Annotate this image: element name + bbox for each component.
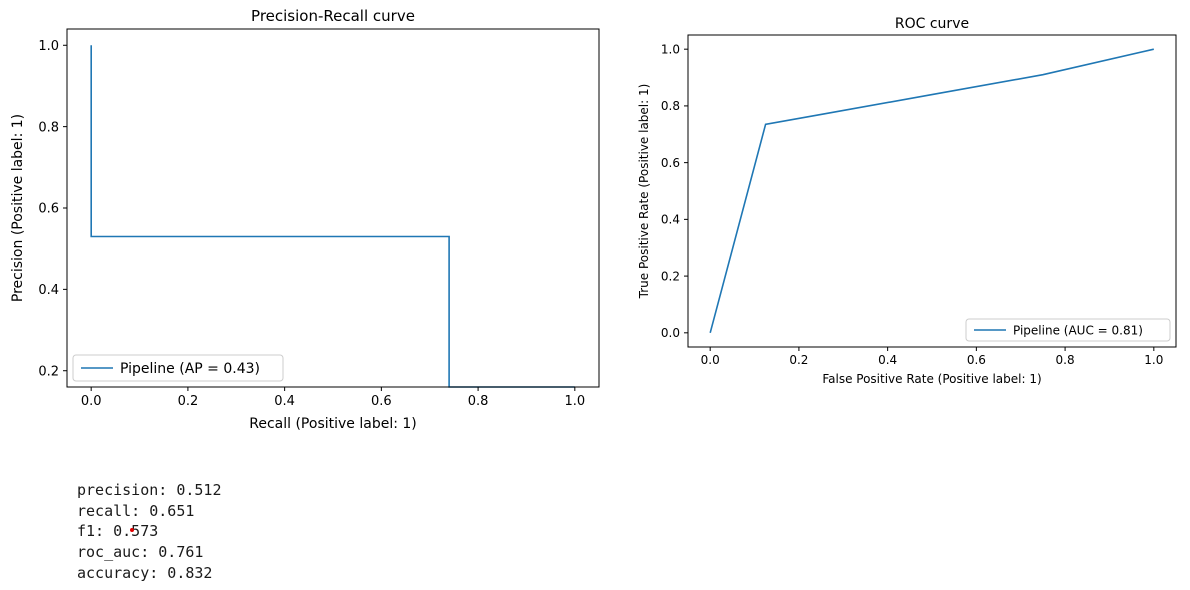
roc-x-tick-label: 0.6: [967, 353, 986, 367]
roc-y-tick-label: 1.0: [661, 43, 680, 57]
pr-y-tick-label: 0.6: [38, 202, 59, 217]
metric-roc-auc: roc_auc: 0.761: [77, 543, 204, 562]
pr-x-tick-label: 0.0: [81, 394, 102, 409]
roc-y-tick-label: 0.6: [661, 156, 680, 170]
pr-series-line: [90, 45, 575, 388]
roc-series-line: [709, 48, 1154, 334]
metric-precision: precision: 0.512: [77, 481, 222, 499]
pr-y-tick-label: 1.0: [38, 39, 59, 54]
pr-x-tick-label: 0.8: [468, 394, 489, 409]
pr-x-tick-label: 0.4: [274, 394, 295, 409]
roc-chart-title: ROC curve: [895, 16, 969, 32]
roc-x-tick-label: 0.2: [789, 353, 808, 367]
roc-x-tick-label: 0.8: [1056, 353, 1075, 367]
roc-axes-frame: [687, 34, 1177, 348]
roc-y-tick-label: 0.2: [661, 269, 680, 283]
roc-y-tick-label: 0.8: [661, 99, 680, 113]
roc-legend-label: Pipeline (AUC = 0.81): [1013, 323, 1143, 337]
pr-x-tick-label: 1.0: [564, 394, 585, 409]
metric-recall: recall: 0.651: [77, 501, 195, 520]
pr-y-axis-label: Precision (Positive label: 1): [10, 114, 26, 302]
roc-y-axis-label: True Positive Rate (Positive label: 1): [637, 84, 651, 300]
metrics-output: precision: 0.512 recall: 0.651 f1: 0.573…: [77, 480, 222, 584]
roc-x-tick-label: 1.0: [1144, 353, 1163, 367]
roc-y-tick-label: 0.0: [661, 326, 680, 340]
pr-axes-frame: [66, 28, 600, 388]
pr-x-tick-label: 0.2: [178, 394, 199, 409]
pr-y-tick-label: 0.4: [38, 283, 59, 298]
pr-legend-label: Pipeline (AP = 0.43): [120, 361, 260, 377]
pr-chart-title: Precision-Recall curve: [251, 7, 415, 25]
pr-y-tick-label: 0.2: [38, 364, 59, 379]
metric-f1: f1: 0.573: [77, 522, 159, 541]
pr-x-tick-label: 0.6: [371, 394, 392, 409]
roc-y-tick-label: 0.4: [661, 213, 680, 227]
roc-x-tick-label: 0.0: [701, 353, 720, 367]
roc-legend-box: [965, 318, 1171, 342]
roc-x-axis-label: False Positive Rate (Positive label: 1): [822, 372, 1041, 386]
pr-legend-box: [72, 354, 284, 382]
pr-y-tick-label: 0.8: [38, 120, 59, 135]
roc-x-tick-label: 0.4: [878, 353, 897, 367]
red-dot-marker: [130, 528, 134, 532]
pr-x-axis-label: Recall (Positive label: 1): [249, 416, 417, 432]
metric-accuracy: accuracy: 0.832: [77, 563, 213, 582]
